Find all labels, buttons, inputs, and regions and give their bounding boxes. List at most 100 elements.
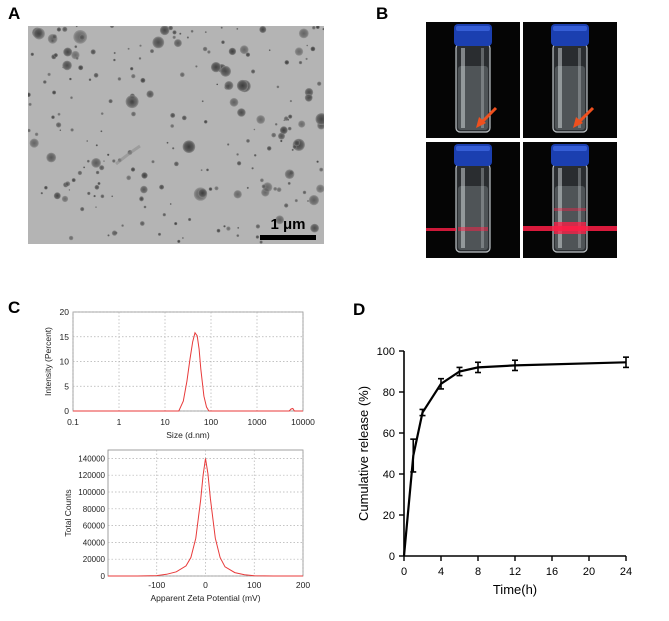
cap-highlight bbox=[456, 26, 490, 31]
nanoparticle bbox=[283, 116, 289, 121]
nanoparticle bbox=[46, 152, 57, 163]
nanoparticle bbox=[172, 30, 177, 35]
nanoparticle bbox=[111, 195, 114, 198]
nanoparticle bbox=[93, 72, 99, 78]
nanoparticle bbox=[253, 128, 256, 131]
nanoparticle bbox=[256, 115, 266, 124]
nanoparticle bbox=[47, 72, 51, 77]
nanoparticle bbox=[179, 72, 185, 78]
nanoparticle bbox=[306, 44, 309, 47]
x-axis-label: Time(h) bbox=[493, 582, 537, 597]
scale-bar bbox=[260, 235, 316, 240]
nanoparticle bbox=[28, 102, 32, 106]
laser-beam bbox=[426, 228, 456, 231]
nanoparticle bbox=[316, 184, 324, 193]
glass-highlight bbox=[481, 168, 484, 248]
nanoparticle bbox=[62, 60, 72, 71]
nanoparticle bbox=[210, 62, 222, 73]
nanoparticle bbox=[200, 169, 203, 172]
nanoparticle bbox=[204, 31, 207, 34]
nanoparticle bbox=[130, 167, 136, 172]
x-tick-label: 0.1 bbox=[67, 417, 79, 427]
nanoparticle bbox=[43, 80, 47, 84]
nanoparticle bbox=[259, 26, 267, 33]
laser-path-faint bbox=[458, 227, 488, 231]
y-tick-label: 120000 bbox=[78, 471, 105, 480]
x-tick-label: 10000 bbox=[291, 417, 315, 427]
nanoparticle bbox=[294, 47, 304, 56]
nanoparticle bbox=[143, 205, 147, 209]
nanoparticle bbox=[276, 187, 282, 193]
nanoparticle bbox=[226, 226, 231, 231]
y-tick-label: 10 bbox=[60, 357, 70, 367]
nanoparticle bbox=[126, 175, 132, 181]
nanoparticle bbox=[107, 234, 110, 237]
y-axis-label: Total Counts bbox=[63, 489, 73, 536]
nanoparticle bbox=[294, 199, 298, 203]
nanoparticle bbox=[284, 60, 290, 65]
nanoparticle bbox=[207, 50, 211, 54]
nanoparticle bbox=[112, 159, 116, 163]
nanoparticle bbox=[70, 96, 73, 100]
nanoparticle bbox=[287, 181, 291, 185]
nanoparticle bbox=[68, 189, 71, 191]
nanoparticle bbox=[127, 47, 130, 50]
nanoparticle bbox=[322, 27, 324, 31]
nanoparticle bbox=[224, 81, 234, 90]
nanoparticle bbox=[90, 49, 96, 55]
x-tick-label: 1 bbox=[117, 417, 122, 427]
nanoparticle bbox=[280, 139, 283, 143]
nanoparticle bbox=[237, 226, 240, 229]
x-axis-label: Size (d.nm) bbox=[166, 430, 210, 440]
glass-highlight bbox=[558, 168, 562, 248]
nanoparticle bbox=[141, 172, 148, 179]
vial-photo-4 bbox=[523, 142, 617, 258]
film-crease bbox=[115, 144, 141, 166]
nanoparticle bbox=[87, 191, 91, 196]
nanoparticle bbox=[298, 28, 309, 39]
y-tick-label: 20000 bbox=[83, 555, 106, 564]
nanoparticle bbox=[61, 195, 69, 203]
nanoparticle bbox=[237, 108, 246, 117]
nanoparticle bbox=[97, 182, 101, 185]
nanoparticle bbox=[273, 187, 278, 191]
panel-label-b: B bbox=[376, 4, 389, 23]
nanoparticle bbox=[266, 146, 272, 151]
vial-liquid bbox=[458, 186, 488, 250]
nanoparticle bbox=[245, 52, 251, 57]
nanoparticle bbox=[139, 196, 144, 202]
nanoparticle bbox=[172, 35, 176, 39]
nanoparticle bbox=[62, 26, 68, 32]
nanoparticle bbox=[276, 85, 280, 89]
nanoparticle bbox=[95, 206, 97, 209]
nanoparticle bbox=[152, 36, 165, 49]
nanoparticle bbox=[77, 170, 83, 176]
y-tick-label: 100000 bbox=[78, 488, 105, 497]
arrow-head bbox=[573, 117, 583, 128]
x-tick-label: 12 bbox=[509, 566, 521, 578]
nanoparticle bbox=[71, 178, 76, 183]
nanoparticle bbox=[289, 99, 293, 103]
nanoparticle bbox=[208, 187, 213, 191]
nanoparticle bbox=[88, 78, 92, 81]
nanoparticle bbox=[317, 81, 322, 86]
y-tick-label: 140000 bbox=[78, 454, 105, 463]
nanoparticle bbox=[310, 46, 316, 52]
nanoparticle bbox=[111, 230, 118, 236]
nanoparticle bbox=[201, 100, 204, 103]
panel-label-d: D bbox=[353, 300, 366, 319]
vial-photo-3 bbox=[426, 142, 520, 258]
nanoparticle bbox=[78, 65, 84, 71]
nanoparticle bbox=[52, 90, 57, 95]
y-tick-label: 5 bbox=[64, 381, 69, 391]
x-tick-label: 200 bbox=[296, 580, 310, 590]
nanoparticle bbox=[195, 65, 198, 68]
nanoparticle bbox=[302, 190, 307, 195]
cap-highlight bbox=[456, 146, 490, 151]
y-tick-label: 60 bbox=[383, 428, 395, 440]
nanoparticle bbox=[236, 234, 240, 238]
nanoparticle bbox=[312, 26, 316, 30]
scale-bar-label: 1 μm bbox=[270, 216, 305, 233]
x-tick-label: 0 bbox=[203, 580, 208, 590]
